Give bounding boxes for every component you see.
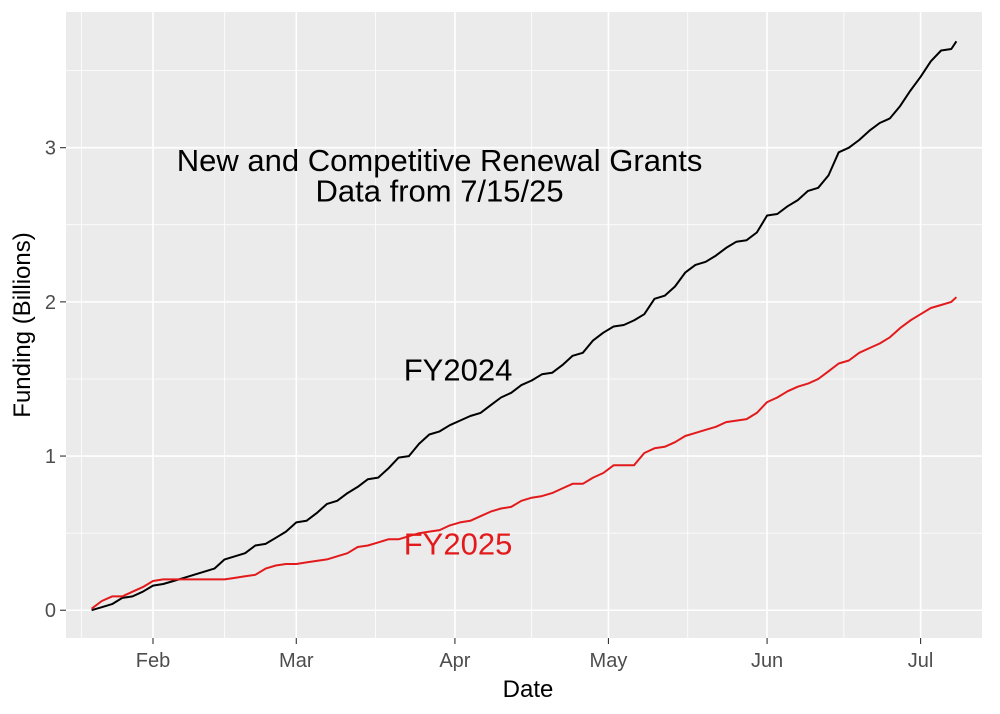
x-tick-label: Mar bbox=[279, 650, 314, 672]
y-tick-label: 1 bbox=[45, 446, 56, 468]
series-line-fy2024 bbox=[91, 40, 958, 612]
chart-annotation-subtitle: Data from 7/15/25 bbox=[315, 174, 563, 209]
y-axis-title: Funding (Billions) bbox=[9, 232, 36, 417]
series-label-fy2025: FY2025 bbox=[404, 527, 513, 562]
series-layer bbox=[90, 40, 958, 612]
x-axis: Feb Mar Apr May Jun Jul bbox=[136, 638, 934, 672]
x-tick-label: May bbox=[590, 650, 628, 672]
minor-gridlines bbox=[66, 12, 982, 638]
x-tick-label: Jul bbox=[908, 650, 934, 672]
major-gridlines bbox=[66, 12, 982, 638]
y-tick-label: 2 bbox=[45, 292, 56, 314]
y-tick-label: 0 bbox=[45, 600, 56, 622]
chart-annotation-title: New and Competitive Renewal Grants bbox=[177, 143, 703, 178]
y-tick-label: 3 bbox=[45, 138, 56, 160]
x-tick-label: Jun bbox=[751, 650, 783, 672]
x-axis-title: Date bbox=[503, 676, 554, 703]
x-tick-label: Apr bbox=[439, 650, 470, 672]
y-axis: 0 1 2 3 bbox=[45, 138, 66, 622]
series-label-fy2024: FY2024 bbox=[404, 353, 513, 388]
x-tick-label: Feb bbox=[136, 650, 170, 672]
plot-panel bbox=[66, 12, 982, 638]
series-line-fy2025 bbox=[90, 296, 958, 610]
